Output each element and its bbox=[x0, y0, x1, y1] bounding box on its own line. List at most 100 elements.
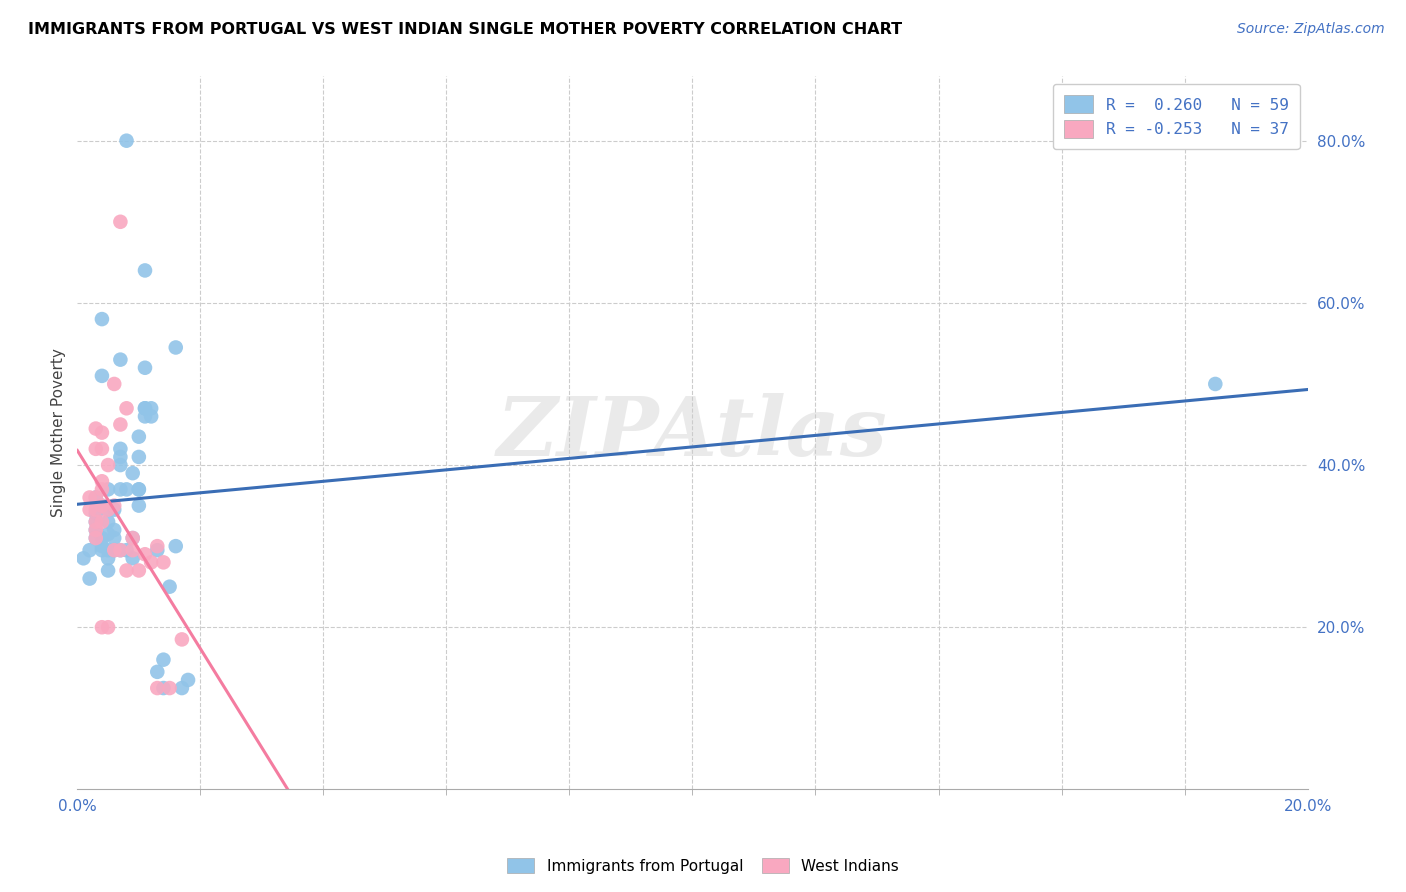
Point bbox=[90, 531, 114, 545]
Point bbox=[165, 341, 187, 355]
Point bbox=[90, 483, 114, 497]
Point bbox=[84, 515, 107, 529]
Text: ZIPAtlas: ZIPAtlas bbox=[496, 392, 889, 473]
Point bbox=[103, 543, 125, 558]
Point bbox=[121, 551, 143, 566]
Point bbox=[121, 466, 143, 480]
Point bbox=[90, 368, 114, 383]
Point bbox=[110, 483, 132, 497]
Point bbox=[115, 401, 138, 416]
Point bbox=[110, 543, 132, 558]
Point bbox=[177, 673, 200, 687]
Point bbox=[84, 491, 107, 505]
Point bbox=[115, 543, 138, 558]
Text: IMMIGRANTS FROM PORTUGAL VS WEST INDIAN SINGLE MOTHER POVERTY CORRELATION CHART: IMMIGRANTS FROM PORTUGAL VS WEST INDIAN … bbox=[28, 22, 903, 37]
Point bbox=[121, 543, 143, 558]
Point bbox=[152, 681, 174, 695]
Point bbox=[90, 539, 114, 553]
Point bbox=[128, 483, 150, 497]
Text: Source: ZipAtlas.com: Source: ZipAtlas.com bbox=[1237, 22, 1385, 37]
Point bbox=[141, 409, 163, 424]
Point bbox=[79, 543, 101, 558]
Point bbox=[84, 491, 107, 505]
Point bbox=[110, 215, 132, 229]
Point bbox=[84, 442, 107, 456]
Point bbox=[115, 483, 138, 497]
Point bbox=[84, 515, 107, 529]
Point bbox=[152, 653, 174, 667]
Point bbox=[90, 543, 114, 558]
Point bbox=[97, 527, 120, 541]
Point bbox=[103, 502, 125, 516]
Point bbox=[97, 515, 120, 529]
Point bbox=[79, 502, 101, 516]
Point bbox=[90, 515, 114, 529]
Point bbox=[134, 360, 156, 375]
Point bbox=[90, 499, 114, 513]
Point bbox=[134, 409, 156, 424]
Point bbox=[146, 539, 169, 553]
Point bbox=[170, 632, 193, 647]
Point bbox=[121, 531, 143, 545]
Point bbox=[134, 547, 156, 561]
Point bbox=[90, 442, 114, 456]
Point bbox=[84, 502, 107, 516]
Point bbox=[97, 483, 120, 497]
Point bbox=[115, 134, 138, 148]
Point bbox=[1204, 376, 1226, 391]
Point bbox=[141, 555, 163, 569]
Point bbox=[110, 458, 132, 472]
Point bbox=[84, 507, 107, 521]
Point bbox=[79, 491, 101, 505]
Point bbox=[128, 564, 150, 578]
Point bbox=[134, 401, 156, 416]
Point bbox=[97, 458, 120, 472]
Point bbox=[72, 551, 94, 566]
Point bbox=[90, 425, 114, 440]
Point bbox=[110, 417, 132, 432]
Point bbox=[152, 555, 174, 569]
Point bbox=[97, 620, 120, 634]
Point bbox=[103, 543, 125, 558]
Point bbox=[165, 539, 187, 553]
Point bbox=[110, 450, 132, 464]
Point bbox=[90, 620, 114, 634]
Point bbox=[134, 263, 156, 277]
Point bbox=[84, 523, 107, 537]
Point bbox=[121, 531, 143, 545]
Point bbox=[84, 531, 107, 545]
Point bbox=[141, 401, 163, 416]
Point bbox=[90, 499, 114, 513]
Y-axis label: Single Mother Poverty: Single Mother Poverty bbox=[51, 348, 66, 517]
Point bbox=[146, 665, 169, 679]
Point bbox=[146, 543, 169, 558]
Point bbox=[103, 499, 125, 513]
Point bbox=[97, 564, 120, 578]
Point bbox=[128, 450, 150, 464]
Point bbox=[134, 401, 156, 416]
Point bbox=[84, 421, 107, 435]
Point bbox=[97, 551, 120, 566]
Point bbox=[90, 475, 114, 489]
Point bbox=[103, 531, 125, 545]
Point bbox=[110, 352, 132, 367]
Point bbox=[146, 681, 169, 695]
Point bbox=[84, 531, 107, 545]
Point bbox=[170, 681, 193, 695]
Point bbox=[84, 523, 107, 537]
Point bbox=[103, 376, 125, 391]
Point bbox=[97, 502, 120, 516]
Point bbox=[159, 681, 181, 695]
Point bbox=[110, 543, 132, 558]
Point bbox=[110, 442, 132, 456]
Legend: Immigrants from Portugal, West Indians: Immigrants from Portugal, West Indians bbox=[501, 852, 905, 880]
Point bbox=[79, 572, 101, 586]
Legend: R =  0.260   N = 59, R = -0.253   N = 37: R = 0.260 N = 59, R = -0.253 N = 37 bbox=[1053, 84, 1299, 150]
Point bbox=[115, 564, 138, 578]
Point bbox=[128, 499, 150, 513]
Point bbox=[90, 312, 114, 326]
Point bbox=[97, 543, 120, 558]
Point bbox=[97, 502, 120, 516]
Point bbox=[103, 523, 125, 537]
Point bbox=[128, 430, 150, 444]
